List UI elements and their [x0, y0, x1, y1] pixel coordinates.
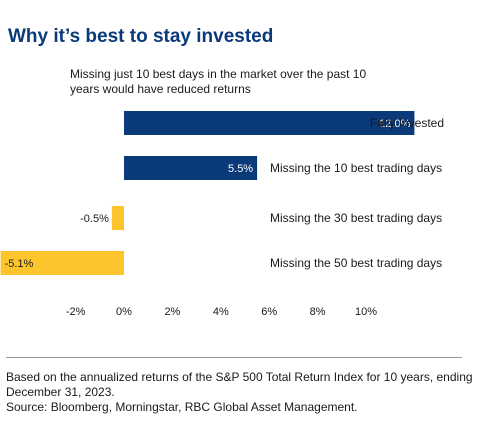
x-tick-label-2: 0% — [116, 306, 132, 318]
x-tick-label-6: 8% — [310, 306, 326, 318]
x-tick-label-7: 10% — [355, 306, 377, 318]
x-tick-label-1: -2% — [66, 306, 86, 318]
bar-value-label-1: 12.0% — [379, 118, 410, 130]
footnote-divider — [6, 357, 462, 358]
bar-value-label-2: 5.5% — [228, 163, 253, 175]
bar-2 — [124, 156, 258, 180]
category-label-1: Fully Invested — [370, 116, 444, 130]
bar-chart: 12.0%Fully Invested 5.5% Missing the 10 be… — [0, 111, 444, 318]
category-label-4: Missing the 50 best trading days — [270, 256, 442, 270]
footnote: Based on the annualized returns of the S… — [6, 370, 476, 415]
bar-1 — [124, 111, 415, 135]
bar-value-label-4: -5.1% — [5, 258, 34, 270]
chart-title: Why it’s best to stay invested — [8, 26, 274, 47]
bar-4 — [0, 251, 124, 275]
chart-subtitle: Missing just 10 best days in the market … — [70, 67, 367, 96]
x-tick-label-3: 2% — [164, 306, 180, 318]
x-tick-label-4: 4% — [213, 306, 229, 318]
footnote-basis: Based on the annualized returns of the S… — [6, 370, 473, 399]
bar-value-label-3: -0.5% — [80, 213, 109, 225]
category-label-3: Missing the 30 best trading days — [270, 211, 442, 225]
x-tick-label-5: 6% — [261, 306, 277, 318]
category-label-2: Missing the 10 best trading days — [270, 161, 442, 175]
footnote-source: Source: Bloomberg, Morningstar, RBC Glob… — [6, 400, 358, 414]
bar-3 — [111, 206, 124, 230]
